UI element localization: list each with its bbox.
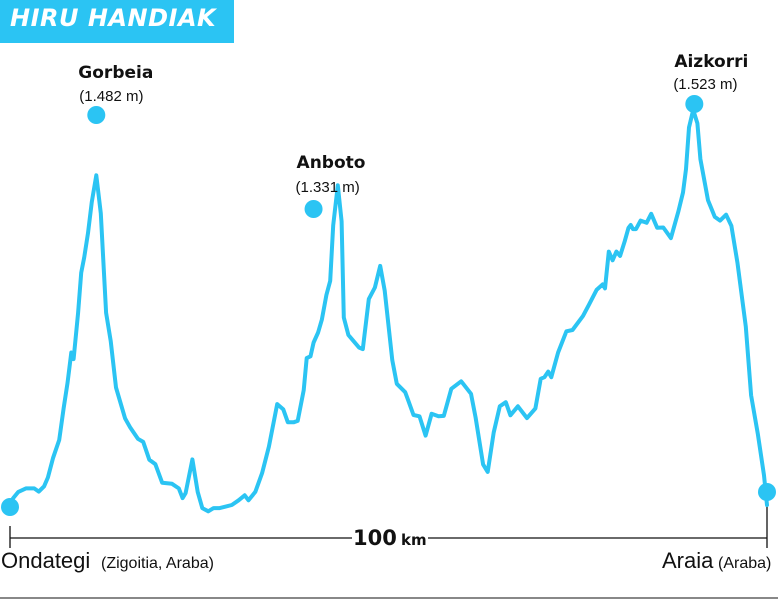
end-place-region: (Araba) xyxy=(718,555,771,572)
start-point-marker xyxy=(1,498,19,516)
peak-label-gorbeia: Gorbeia xyxy=(78,63,153,83)
peak-marker-anboto xyxy=(304,200,323,218)
peak-elevation-anboto: (1.331 m) xyxy=(296,179,360,196)
end-point-marker xyxy=(758,483,776,501)
start-place-name: Ondategi xyxy=(1,548,90,573)
chart-title: HIRU HANDIAK xyxy=(10,4,217,32)
end-place-name: Araia xyxy=(662,548,714,573)
start-place-region: (Zigoitia, Araba) xyxy=(101,555,214,572)
distance-value: 100 xyxy=(353,526,397,550)
peak-marker-aizkorri xyxy=(685,95,704,113)
peak-elevation-gorbeia: (1.482 m) xyxy=(79,88,143,105)
distance-unit: km xyxy=(401,531,427,549)
peak-marker-gorbeia xyxy=(87,106,106,124)
peak-elevation-aizkorri: (1.523 m) xyxy=(673,76,737,93)
title-badge: HIRU HANDIAK xyxy=(0,0,234,43)
elevation-profile-line xyxy=(8,109,769,514)
peak-label-anboto: Anboto xyxy=(297,153,366,173)
peak-label-aizkorri: Aizkorri xyxy=(674,52,748,72)
